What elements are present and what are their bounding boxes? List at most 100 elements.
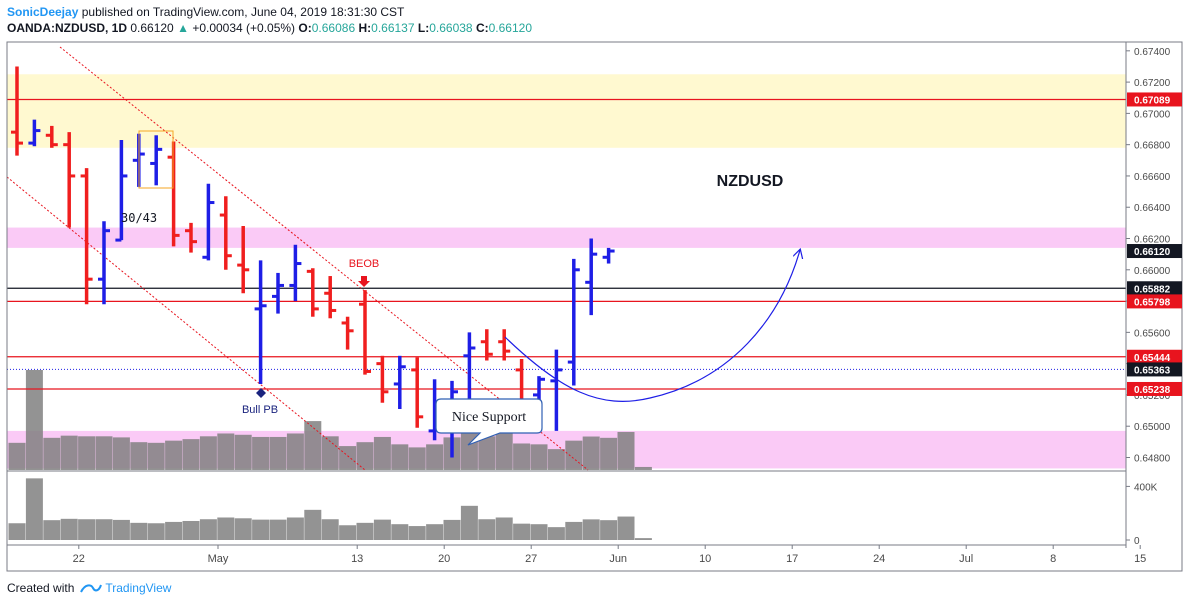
ohlc-bar[interactable]: [550, 349, 563, 431]
volume-overlay-bar: [582, 436, 600, 470]
channel-upper-line[interactable]: [59, 46, 589, 471]
volume-overlay-bar: [95, 436, 113, 470]
volume-bar: [513, 523, 531, 540]
volume-bar: [547, 527, 565, 540]
ohlc-bar[interactable]: [185, 222, 197, 253]
volume-overlay-bar: [426, 444, 444, 470]
volume-tick-label: 400K: [1134, 482, 1158, 493]
price-tick-label: 0.64800: [1134, 453, 1171, 464]
price-tick-label: 0.65600: [1134, 328, 1171, 339]
bull-pb-label: Bull PB: [242, 404, 278, 416]
zone-supply[interactable]: [7, 74, 1126, 148]
time-axis[interactable]: 22 May 13 20 27 Jun 10 17 24 Jul 8 15: [73, 545, 1147, 565]
ohlc-bar[interactable]: [498, 329, 511, 361]
volume-overlay-bar: [600, 437, 618, 470]
ohlc-bar[interactable]: [480, 329, 493, 361]
price-badge-label: 0.65798: [1134, 297, 1171, 308]
price-badge[interactable]: 0.67089: [1127, 92, 1182, 107]
ohlc-bar[interactable]: [289, 244, 302, 302]
volume-overlay-bar: [373, 436, 391, 470]
beob-label: BEOB: [349, 258, 380, 270]
ohlc-bar[interactable]: [202, 183, 215, 261]
close-label: C:: [475, 21, 489, 35]
ohlc-bar[interactable]: [254, 260, 267, 384]
price-tick-label: 0.66600: [1134, 172, 1171, 183]
callout-bubble[interactable]: [435, 398, 543, 446]
volume-overlay-bar: [217, 433, 235, 470]
open-value: 0.66086: [311, 21, 356, 35]
volume-bar: [443, 519, 461, 540]
close-value: 0.66120: [488, 21, 533, 35]
author-link[interactable]: SonicDeejay: [7, 5, 79, 19]
volume-overlay-bar: [234, 434, 252, 470]
ohlc-bar[interactable]: [306, 268, 319, 317]
volume-bar: [8, 523, 26, 540]
zones-layer: [7, 74, 1126, 469]
ohlc-bar[interactable]: [324, 276, 337, 319]
volume-bar: [373, 519, 391, 540]
volume-bar: [217, 517, 235, 540]
ohlc-bar[interactable]: [219, 196, 232, 270]
ohlc-bar[interactable]: [411, 357, 424, 428]
volume-overlay-bar: [269, 436, 287, 470]
price-badge-label: 0.66120: [1134, 247, 1171, 258]
chart-header: SonicDeejay published on TradingView.com…: [7, 4, 532, 36]
ohlc-bar[interactable]: [28, 119, 41, 147]
highlight-box[interactable]: [138, 130, 174, 189]
low-label: L:: [417, 21, 430, 35]
projection-arrow[interactable]: [504, 250, 800, 402]
price-badge[interactable]: 0.65444: [1127, 349, 1182, 364]
volume-overlay-bar: [530, 444, 548, 470]
price-tick-label: 0.67200: [1134, 78, 1171, 89]
ohlc-bar[interactable]: [237, 226, 250, 294]
volume-bar: [78, 519, 96, 540]
volume-overlay-bar: [147, 442, 165, 470]
price-badge-bg: [1127, 294, 1182, 309]
price-change: +0.00034 (+0.05%): [192, 21, 296, 35]
price-badge[interactable]: 0.65882: [1127, 281, 1182, 296]
ohlc-bar[interactable]: [98, 221, 110, 305]
ohlc-bar[interactable]: [341, 316, 354, 350]
ohlc-bar[interactable]: [115, 139, 128, 242]
zone-resistance[interactable]: [7, 227, 1126, 248]
channel-lower-line[interactable]: [6, 176, 366, 471]
price-badge-bg: [1127, 281, 1182, 296]
price-badge[interactable]: 0.65363: [1127, 362, 1182, 377]
ohlc-bar[interactable]: [359, 290, 371, 375]
ohlc-bar[interactable]: [585, 238, 598, 316]
volume-bar: [165, 521, 183, 540]
ohlc-bar[interactable]: [150, 135, 163, 186]
ohlc-bar[interactable]: [80, 168, 93, 305]
channel-layer: [6, 46, 589, 471]
price-badge-bg: [1127, 362, 1182, 377]
time-tick-label: 15: [1134, 553, 1146, 565]
volume-bar: [426, 524, 444, 540]
time-tick-label: 22: [73, 553, 85, 565]
callout-text: Nice Support: [452, 410, 526, 425]
price-tick-label: 0.67400: [1134, 47, 1171, 58]
ohlc-bar[interactable]: [602, 247, 615, 264]
ohlc-bar[interactable]: [376, 355, 389, 403]
volume-bar: [391, 524, 409, 540]
ohlc-bar[interactable]: [63, 132, 76, 228]
price-badge[interactable]: 0.65798: [1127, 294, 1182, 309]
chart-title: NZDUSD: [717, 173, 784, 190]
ohlc-bar[interactable]: [567, 258, 580, 386]
price-tick-label: 0.67000: [1134, 109, 1171, 120]
time-tick-label: 17: [786, 553, 798, 565]
ohlc-bar[interactable]: [11, 66, 23, 156]
volume-bar: [582, 519, 600, 540]
price-badge[interactable]: 0.65238: [1127, 381, 1182, 396]
volume-bar: [252, 519, 270, 540]
ohlc-bar[interactable]: [272, 272, 284, 314]
tradingview-brand[interactable]: TradingView: [105, 581, 172, 595]
volume-bar: [617, 516, 635, 540]
volume-overlay-layer: [8, 370, 652, 470]
volume-bar: [408, 526, 426, 540]
price-badge[interactable]: 0.66120: [1127, 244, 1182, 259]
volume-overlay-bar: [199, 436, 217, 470]
ohlc-bar[interactable]: [45, 125, 58, 148]
ohlc-bar[interactable]: [393, 355, 406, 409]
